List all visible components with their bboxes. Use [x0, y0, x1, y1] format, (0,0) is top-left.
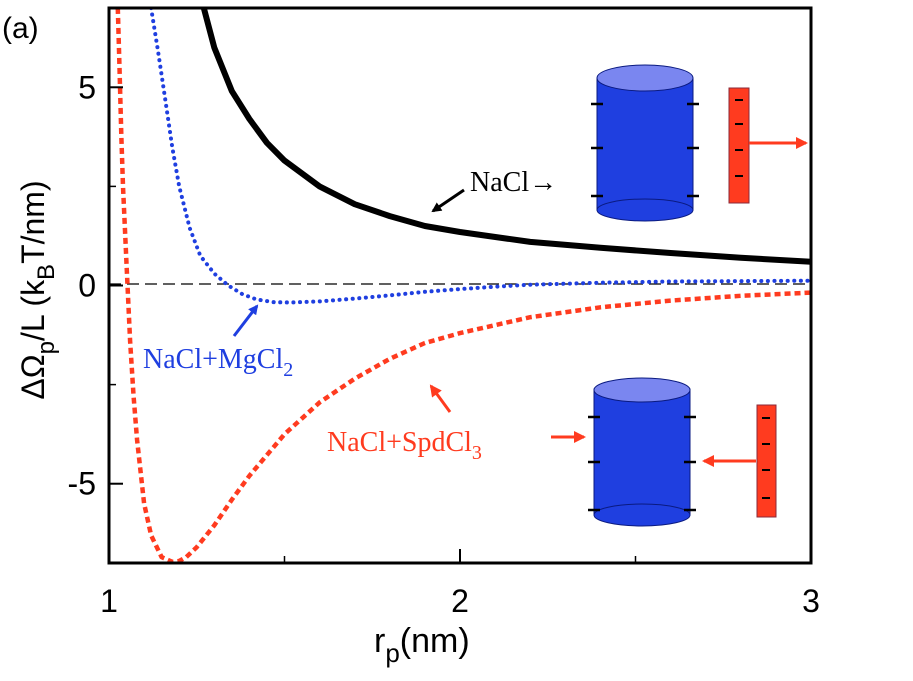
annotation-spdcl3-arrow	[429, 384, 452, 413]
inset-top-cylinder-charges	[591, 102, 699, 198]
annotation-nacl: NaCl→	[431, 167, 557, 213]
y-tick-label: -5	[68, 466, 96, 502]
inset-bottom-cylinder-body	[593, 388, 691, 516]
inset-top-cylinder-bottom	[596, 198, 694, 222]
x-tick-label: 2	[451, 583, 469, 619]
inset-bottom-rod-charges	[762, 417, 770, 499]
series-line-nacl-spdcl3	[115, 8, 811, 563]
inset-top-rod-charges	[735, 99, 743, 177]
annotation-mgcl2: NaCl+MgCl2	[143, 304, 293, 381]
plot-frame	[107, 6, 813, 565]
inset-attraction	[588, 377, 777, 527]
y-tick-label: 5	[78, 69, 96, 105]
inset-bottom-cylinder-charges	[588, 415, 696, 512]
annotation-mgcl2-label: NaCl+MgCl2	[143, 344, 293, 381]
inset-bottom-rod	[756, 404, 777, 518]
annotation-spdcl3-label: NaCl+SpdCl3	[327, 427, 482, 464]
annotation-nacl-label: NaCl→	[470, 167, 557, 198]
inset-top-cylinder-cap	[596, 64, 694, 92]
series-line-nacl-mgcl2	[149, 8, 811, 305]
series-line-nacl	[200, 8, 811, 265]
panel-label: (a)	[2, 12, 39, 45]
y-axis-label: ΔΩp/L (kBT/nm)	[15, 180, 60, 399]
annotation-nacl-arrow	[431, 188, 465, 213]
inset-top-cylinder-body	[596, 77, 694, 211]
x-tick-label: 3	[802, 583, 820, 619]
annotation-spdcl3: NaCl+SpdCl3	[327, 384, 586, 464]
inset-repulsion	[591, 64, 808, 222]
x-axis-label: rp(nm)	[374, 622, 470, 668]
inset-bottom-cylinder-bottom	[593, 503, 691, 527]
annotation-mgcl2-arrow	[232, 304, 259, 337]
y-tick-label: 0	[78, 268, 96, 304]
inset-bottom-cylinder-cap	[593, 377, 691, 403]
x-tick-label: 1	[100, 583, 118, 619]
inset-top-rod	[728, 87, 750, 204]
